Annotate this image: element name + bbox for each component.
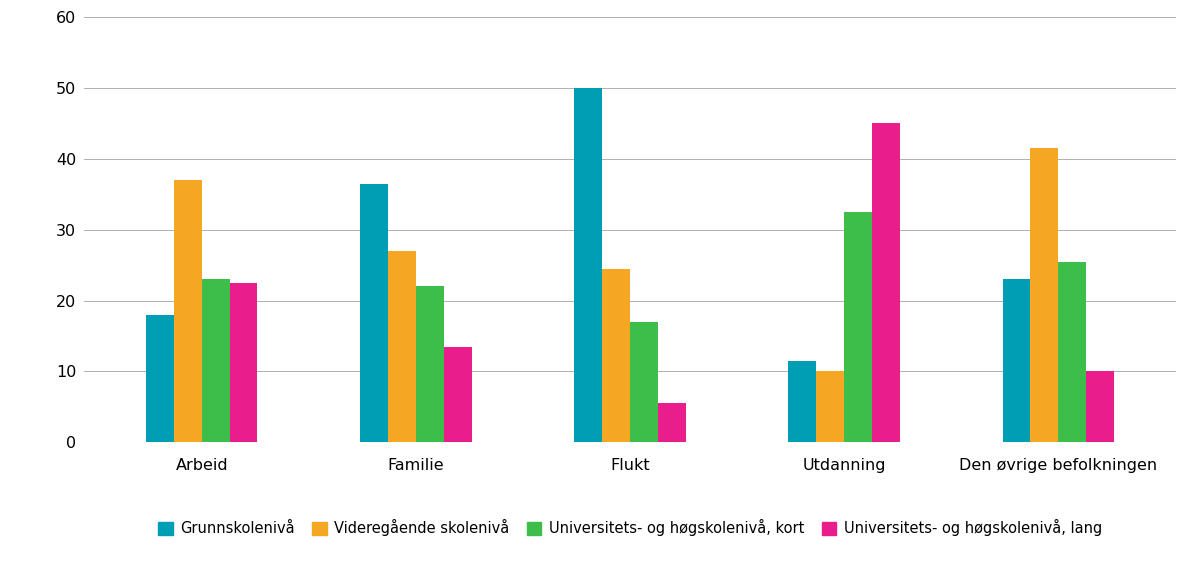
Bar bbox=[630, 322, 658, 442]
Bar bbox=[360, 184, 388, 442]
Bar bbox=[1002, 280, 1031, 442]
Bar bbox=[602, 269, 630, 442]
Bar bbox=[388, 251, 416, 442]
Bar bbox=[816, 371, 844, 442]
Bar bbox=[658, 403, 685, 442]
Bar bbox=[1058, 261, 1086, 442]
Bar bbox=[416, 286, 444, 442]
Bar bbox=[174, 180, 202, 442]
Bar bbox=[872, 124, 900, 442]
Bar bbox=[1086, 371, 1114, 442]
Bar bbox=[1031, 148, 1058, 442]
Bar bbox=[844, 212, 872, 442]
Bar bbox=[575, 88, 602, 442]
Bar bbox=[202, 280, 229, 442]
Bar bbox=[146, 315, 174, 442]
Bar bbox=[444, 346, 472, 442]
Bar bbox=[229, 283, 258, 442]
Legend: Grunnskolenivå, Videregående skolenivå, Universitets- og høgskolenivå, kort, Uni: Grunnskolenivå, Videregående skolenivå, … bbox=[152, 513, 1108, 542]
Bar bbox=[788, 361, 816, 442]
